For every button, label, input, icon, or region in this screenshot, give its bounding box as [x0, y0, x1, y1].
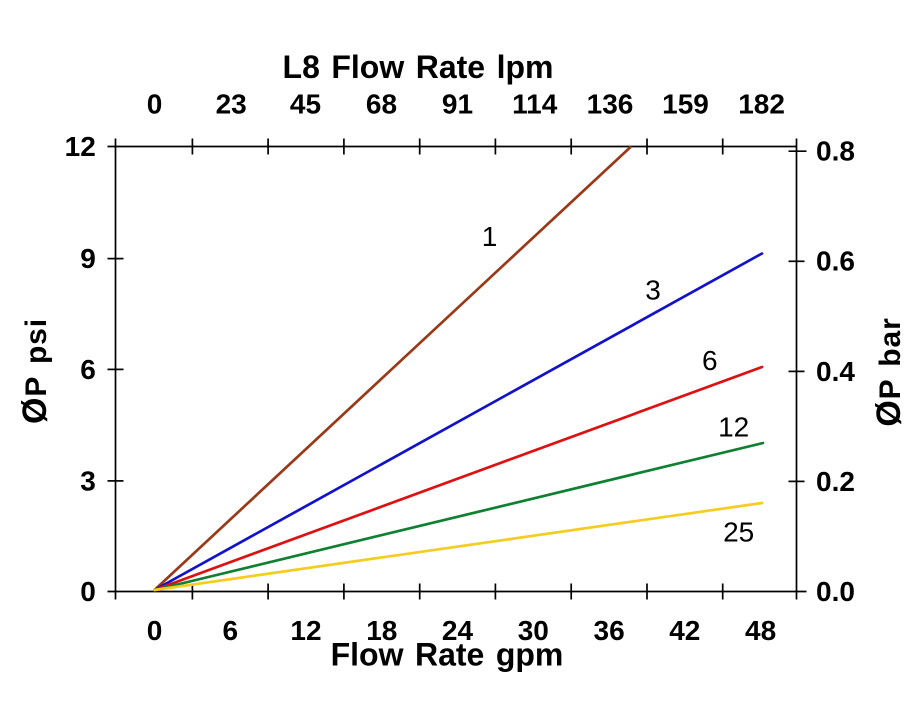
svg-text:0.4: 0.4: [816, 356, 855, 387]
svg-text:12: 12: [290, 615, 321, 646]
svg-text:0.8: 0.8: [816, 136, 855, 167]
svg-text:91: 91: [442, 89, 473, 120]
svg-text:36: 36: [594, 615, 625, 646]
svg-text:23: 23: [216, 89, 247, 120]
svg-text:25: 25: [723, 516, 754, 547]
svg-text:45: 45: [290, 89, 321, 120]
svg-text:0.2: 0.2: [816, 466, 855, 497]
svg-text:24: 24: [442, 615, 474, 646]
svg-text:42: 42: [669, 615, 700, 646]
svg-text:0: 0: [80, 576, 96, 607]
svg-text:Flow Rate gpm: Flow Rate gpm: [331, 637, 564, 673]
svg-text:12: 12: [65, 131, 96, 162]
svg-text:6: 6: [80, 354, 96, 385]
svg-text:30: 30: [518, 615, 549, 646]
svg-text:3: 3: [80, 465, 96, 496]
svg-text:18: 18: [366, 615, 397, 646]
svg-text:3: 3: [645, 275, 661, 306]
svg-text:68: 68: [366, 89, 397, 120]
svg-text:1: 1: [482, 221, 498, 252]
svg-text:9: 9: [80, 243, 96, 274]
svg-text:136: 136: [587, 89, 634, 120]
svg-text:6: 6: [702, 345, 718, 376]
svg-text:159: 159: [662, 89, 709, 120]
svg-text:6: 6: [223, 615, 239, 646]
svg-text:182: 182: [738, 89, 785, 120]
svg-text:0: 0: [147, 89, 163, 120]
svg-text:114: 114: [512, 89, 558, 120]
svg-text:48: 48: [745, 615, 776, 646]
svg-text:L8 Flow Rate lpm: L8 Flow Rate lpm: [283, 49, 554, 85]
svg-text:0.6: 0.6: [816, 246, 855, 277]
svg-text:12: 12: [718, 412, 749, 443]
svg-text:ØP bar: ØP bar: [870, 317, 908, 426]
svg-text:0.0: 0.0: [816, 576, 855, 607]
svg-text:ØP psi: ØP psi: [16, 318, 54, 424]
svg-text:0: 0: [147, 615, 163, 646]
